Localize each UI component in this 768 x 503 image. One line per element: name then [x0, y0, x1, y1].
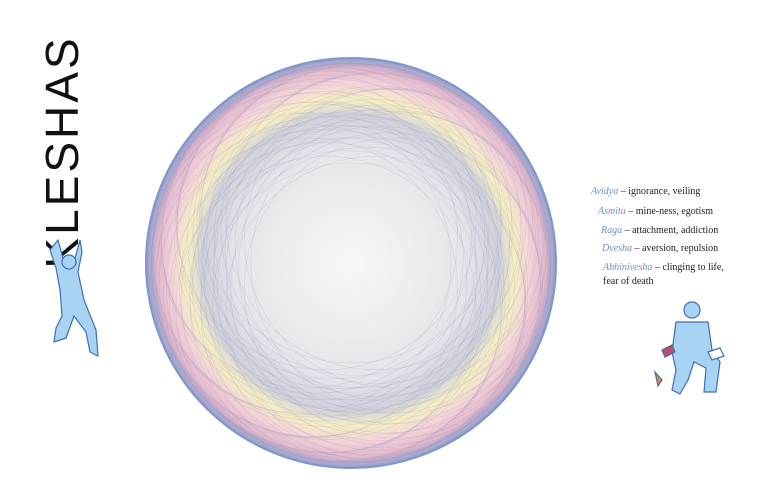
spiro-line: [225, 69, 527, 370]
spiro-line: [212, 146, 526, 460]
mandala-circle: [145, 57, 557, 469]
spiro-line: [157, 137, 458, 439]
title: KLESHAS: [36, 35, 88, 268]
spiro-line: [172, 125, 510, 462]
spiro-line: [190, 150, 503, 464]
spiro-line: [234, 88, 548, 402]
spiro-line: [154, 124, 468, 438]
spiro-line: [151, 92, 477, 418]
spiro-line: [213, 104, 550, 442]
spiro-line: [176, 64, 502, 390]
spiro-line: [180, 137, 506, 463]
spiro-line: [161, 70, 498, 408]
spiro-line: [200, 99, 550, 448]
klesha-item: Abhinivesha – clinging to life, fear of …: [603, 261, 738, 289]
spiro-line: [204, 118, 541, 456]
spiro-line: [216, 126, 542, 451]
spiro-line: [151, 101, 488, 438]
klesha-item: Raga – attachment, addiction: [601, 224, 718, 238]
spiro-line: [176, 66, 490, 380]
spiro-line: [161, 67, 511, 417]
klesha-item: Dvesha – aversion, repulsion: [602, 242, 718, 256]
spiro-line: [191, 109, 541, 459]
spiro-line: [152, 112, 478, 438]
spiro-line: [238, 111, 552, 424]
spiro-line: [214, 72, 539, 398]
spiro-line: [150, 91, 500, 441]
klesha-meaning: – mine-ness, egotism: [628, 206, 713, 217]
spiro-line: [187, 64, 536, 414]
spiro-line: [176, 63, 513, 400]
spiro-line: [202, 85, 552, 435]
spiro-line: [150, 102, 464, 415]
klesha-name: Dvesha: [602, 243, 632, 254]
spiro-line: [225, 156, 527, 457]
spiro-line: [157, 87, 458, 389]
spiro-line: [150, 112, 452, 414]
spiro-line: [244, 87, 545, 389]
spiro-line: [200, 62, 502, 364]
spiro-line: [206, 73, 544, 410]
spiro-line: [155, 103, 505, 453]
spiro-line: [200, 136, 526, 462]
spiro-line: [166, 112, 515, 462]
spiro-line: [163, 128, 488, 454]
klesha-meaning: – aversion, repulsion: [634, 243, 719, 254]
spiro-line: [225, 108, 551, 434]
spiro-line: [152, 78, 502, 427]
spirograph-lines: [150, 62, 552, 464]
spiro-line: [168, 142, 482, 455]
klesha-item: Asmita – mine-ness, egotism: [598, 205, 713, 219]
sitting-figure: [653, 301, 725, 395]
klesha-meaning: – attachment, addiction: [624, 225, 719, 236]
spiro-line: [200, 162, 502, 464]
hanging-figure: [49, 238, 99, 358]
spiro-line: [175, 156, 477, 457]
klesha-name: Asmita: [598, 206, 626, 217]
spiro-line: [224, 88, 550, 414]
spiro-line: [214, 88, 551, 425]
spiro-line: [175, 69, 477, 370]
spiro-line: [173, 62, 523, 412]
spiro-line: [197, 73, 547, 423]
spiro-line: [189, 126, 526, 463]
klesha-name: Abhinivesha: [603, 262, 653, 273]
spiro-line: [250, 112, 552, 414]
spiro-line: [199, 62, 512, 376]
klesha-name: Raga: [601, 225, 623, 236]
spiro-line: [220, 71, 534, 384]
spiro-line: [152, 84, 489, 422]
spiro-line: [244, 137, 545, 439]
spiro-line: [196, 63, 522, 389]
spiro-line: [230, 132, 543, 446]
spiro-line: [158, 116, 496, 453]
klesha-meaning: – ignorance, veiling: [620, 186, 701, 197]
klesha-item: Avidya – ignorance, veiling: [591, 185, 700, 199]
spiro-line: [159, 80, 472, 394]
spiro-line: [179, 114, 529, 464]
spiro-line: [160, 75, 486, 400]
klesha-name: Avidya: [591, 186, 619, 197]
klesha-meaning: – clinging to life, fear of death: [603, 262, 724, 287]
spiro-line: [192, 64, 530, 401]
